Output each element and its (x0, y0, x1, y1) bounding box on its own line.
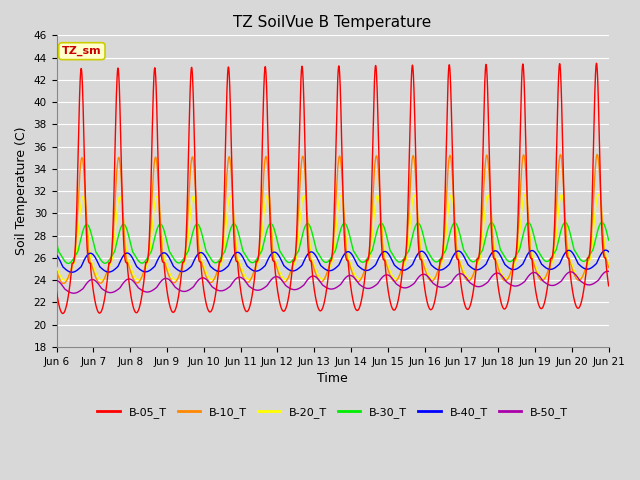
Text: TZ_sm: TZ_sm (62, 46, 102, 56)
Legend: B-05_T, B-10_T, B-20_T, B-30_T, B-40_T, B-50_T: B-05_T, B-10_T, B-20_T, B-30_T, B-40_T, … (93, 402, 572, 422)
Y-axis label: Soil Temperature (C): Soil Temperature (C) (15, 127, 28, 255)
Title: TZ SoilVue B Temperature: TZ SoilVue B Temperature (234, 15, 432, 30)
X-axis label: Time: Time (317, 372, 348, 385)
